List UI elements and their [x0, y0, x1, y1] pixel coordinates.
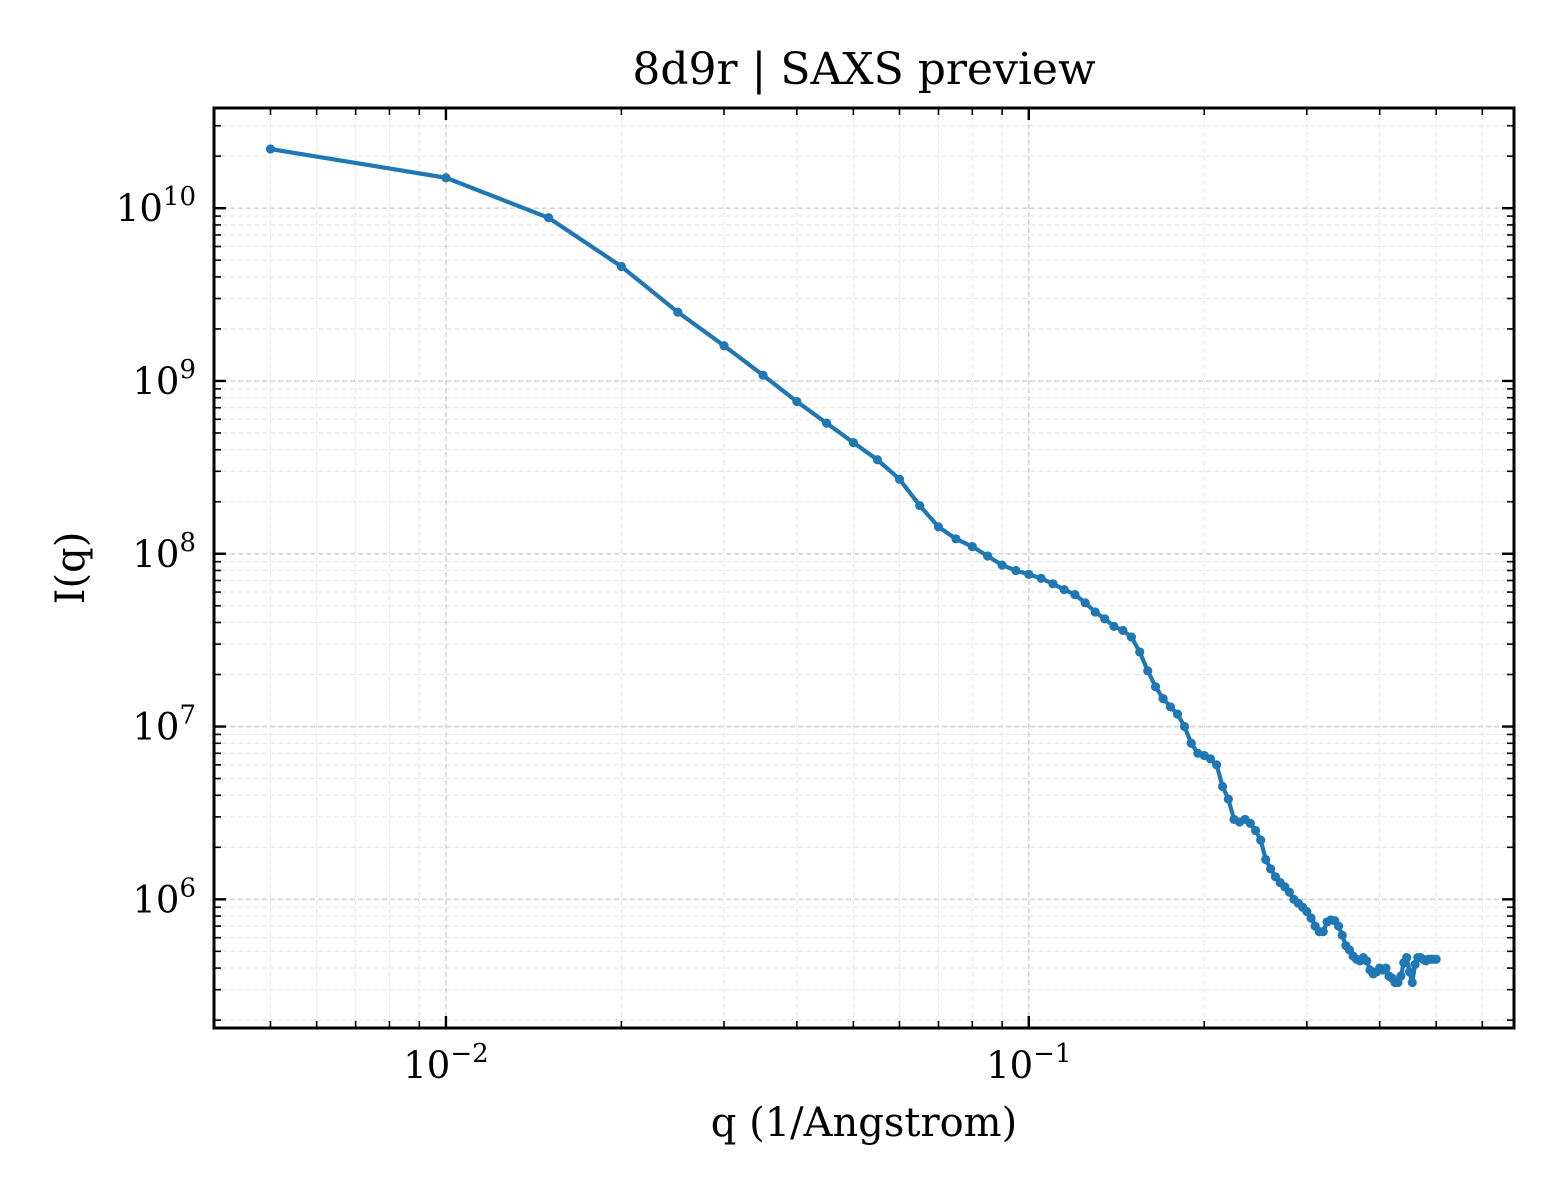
data-point: [1205, 754, 1216, 764]
data-point: [872, 455, 883, 465]
data-point: [1080, 598, 1090, 608]
data-point: [983, 551, 993, 561]
data-point: [1126, 632, 1137, 642]
data-point: [1109, 621, 1119, 631]
plot-frame: [212, 106, 1516, 1030]
data-point: [616, 261, 626, 272]
data-point: [792, 396, 802, 407]
data-point: [915, 500, 925, 511]
data-point: [1381, 963, 1391, 973]
data-point: [1402, 952, 1412, 963]
data-point: [1407, 977, 1417, 988]
data-point: [1333, 921, 1344, 931]
data-point: [441, 173, 451, 183]
data-point: [673, 307, 683, 317]
data-point: [1165, 702, 1176, 712]
data-point: [1100, 614, 1110, 624]
data-point: [265, 144, 276, 154]
data-point: [1404, 967, 1415, 977]
data-point: [1431, 954, 1441, 964]
data-point: [933, 522, 944, 532]
y-axis-label: I(q): [48, 532, 94, 605]
data-point: [1261, 854, 1271, 865]
data-point: [1256, 835, 1266, 845]
tick-labels: 10−2 10−1 106 107 108 109 1010: [116, 182, 1072, 1087]
data-point: [1172, 709, 1183, 719]
data-point: [1024, 569, 1034, 579]
data-point: [1211, 760, 1222, 770]
data-point: [1150, 682, 1161, 692]
minor-grid: [213, 108, 1514, 1028]
data-point: [719, 341, 729, 351]
data-point: [1284, 887, 1295, 897]
data-point: [967, 541, 977, 552]
data-point: [1223, 794, 1233, 804]
series-layer: [265, 144, 1441, 988]
data-point: [951, 534, 961, 544]
data-point: [1245, 818, 1255, 829]
data-point: [1179, 721, 1190, 732]
data-point: [1217, 781, 1228, 792]
x-tick-label: 10−1: [986, 1039, 1071, 1087]
data-point: [894, 474, 905, 484]
data-point: [1143, 666, 1153, 676]
data-point: [1048, 579, 1058, 589]
data-point: [1011, 565, 1021, 576]
data-point: [543, 213, 554, 223]
data-point: [1186, 738, 1196, 748]
y-tick-label: 108: [132, 528, 196, 576]
data-point: [822, 418, 832, 428]
data-point: [1059, 585, 1069, 595]
data-point: [1337, 930, 1347, 940]
data-point: [1070, 590, 1080, 600]
data-point: [1036, 573, 1046, 584]
data-point: [1266, 864, 1276, 874]
axis-ticks: [213, 108, 1514, 1028]
data-point: [1396, 971, 1406, 981]
x-axis-label: q (1/Angstrom): [711, 1100, 1017, 1146]
data-point: [1135, 647, 1145, 657]
data-point: [758, 370, 768, 380]
data-point: [1090, 607, 1100, 617]
chart-title: 8d9r | SAXS preview: [632, 44, 1096, 95]
y-tick-label: 106: [132, 873, 196, 921]
x-tick-label: 10−2: [403, 1039, 488, 1087]
data-point: [1318, 927, 1328, 937]
data-point: [1306, 913, 1316, 923]
data-point: [997, 560, 1007, 570]
data-point: [848, 437, 858, 448]
y-tick-label: 1010: [116, 182, 196, 230]
y-tick-label: 109: [132, 355, 196, 403]
data-point: [1158, 694, 1168, 704]
y-tick-label: 107: [132, 701, 196, 749]
data-point: [1362, 956, 1372, 966]
data-point: [1251, 825, 1261, 836]
data-point: [1118, 625, 1128, 636]
